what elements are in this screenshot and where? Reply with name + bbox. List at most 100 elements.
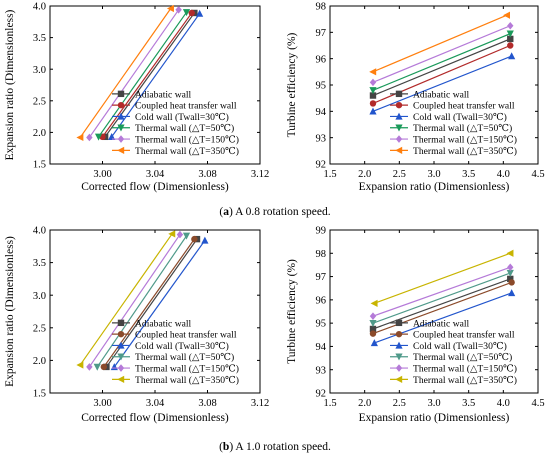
- data-point: [369, 78, 377, 87]
- x-tick-label: 3.00: [93, 398, 111, 409]
- legend-marker: [117, 375, 125, 383]
- series-4: [86, 230, 184, 371]
- series-line: [372, 272, 511, 324]
- series-4: [369, 263, 514, 320]
- series-5: [76, 4, 174, 142]
- data-point: [370, 339, 378, 347]
- legend-entry: Coupled heat transfer wall: [390, 101, 515, 112]
- legend-marker: [395, 353, 403, 361]
- y-tick-label: 98: [316, 249, 327, 260]
- x-tick-label: 2.5: [393, 398, 406, 409]
- data-point: [168, 230, 176, 238]
- y-axis-label: Turbine efficiency (%): [286, 32, 298, 137]
- x-tick-label: 3.0: [427, 398, 440, 409]
- x-tick-label: 4.0: [497, 169, 510, 180]
- legend-marker: [117, 353, 125, 361]
- legend-label: Adiabatic wall: [413, 318, 470, 329]
- data-point: [182, 232, 191, 240]
- series-line: [79, 8, 172, 138]
- legend-label: Thermal wall (△T=50℃): [135, 352, 234, 363]
- legend-marker: [117, 146, 125, 154]
- data-point: [369, 319, 377, 327]
- y-tick-label: 93: [316, 133, 327, 144]
- x-tick-label: 3.0: [427, 169, 440, 180]
- data-point: [93, 363, 101, 371]
- legend-entry: Thermal wall (△T=150℃): [390, 363, 517, 374]
- y-tick-label: 2.0: [33, 128, 46, 139]
- data-point: [100, 363, 108, 371]
- series-line: [374, 252, 511, 304]
- series-0: [369, 35, 514, 99]
- series-2: [369, 52, 516, 115]
- y-axis-label: Expansion ratio (Dimensionless): [4, 9, 16, 160]
- legend-marker: [117, 90, 125, 98]
- data-point: [508, 279, 515, 286]
- legend-entry: Thermal wall (△T=150℃): [390, 134, 517, 145]
- legend-entry: Coupled heat transfer wall: [112, 101, 237, 112]
- legend-label: Thermal wall (△T=350℃): [413, 375, 517, 386]
- x-tick-label: 1.5: [323, 169, 336, 180]
- chart-efficiency-vs-expansion-1p0: 1.5 2.0 2.5 3.0 3.5 4.0 4.5 92 93 94 95 96 97 98 99 Exp…: [286, 226, 545, 424]
- y-tick-label: 94: [316, 342, 327, 353]
- legend-label: Thermal wall (△T=150℃): [135, 134, 239, 145]
- y-axis-label: Turbine efficiency (%): [286, 259, 298, 364]
- data-point: [507, 275, 514, 283]
- x-tick-label: 3.12: [251, 398, 269, 409]
- data-point: [166, 4, 174, 13]
- legend-entry: Thermal wall (△T=350℃): [390, 146, 517, 157]
- data-point: [369, 87, 377, 95]
- x-tick-label: 3.08: [198, 169, 216, 180]
- data-point: [182, 9, 191, 17]
- legend-entry: Cold wall (Twall=30℃): [390, 341, 507, 352]
- data-point: [86, 363, 93, 371]
- legend-label: Thermal wall (△T=50℃): [413, 123, 512, 134]
- legend-marker: [395, 341, 403, 349]
- series-5: [76, 230, 176, 369]
- y-tick-label: 95: [316, 81, 327, 92]
- y-tick-label: 3.0: [33, 291, 46, 302]
- caption-a-text: ) A 0.8 rotation speed.: [229, 206, 331, 218]
- legend-marker: [395, 112, 403, 120]
- series-4: [86, 5, 182, 142]
- legend-label: Coupled heat transfer wall: [135, 101, 237, 112]
- data-point: [191, 235, 198, 243]
- data-point: [507, 42, 514, 49]
- legend-marker: [117, 112, 125, 120]
- data-point: [76, 361, 84, 369]
- x-axis-label: Expansion ratio (Dimensionless): [359, 412, 510, 424]
- caption-a: (a) A 0.8 rotation speed.: [0, 205, 550, 219]
- data-point: [369, 312, 377, 320]
- series-line: [372, 266, 511, 317]
- series-line: [372, 55, 512, 112]
- data-point: [201, 236, 209, 244]
- legend-entry: Adiabatic wall: [390, 318, 470, 329]
- legend-entry: Thermal wall (△T=150℃): [112, 363, 239, 374]
- chart-expansion-vs-flow-0p8: 3.00 3.04 3.08 3.12 1.5 2.0 2.5 3.0 3.5 4.0 Correc…: [4, 2, 269, 193]
- data-point: [176, 230, 184, 239]
- caption-b: (b) A 1.0 rotation speed.: [0, 440, 550, 454]
- legend-label: Thermal wall (△T=150℃): [413, 363, 517, 374]
- y-tick-label: 97: [316, 272, 327, 283]
- data-point: [507, 21, 514, 30]
- legend-label: Adiabatic wall: [135, 318, 192, 329]
- legend-label: Thermal wall (△T=150℃): [135, 363, 239, 374]
- legend-entry: Thermal wall (△T=50℃): [112, 352, 234, 363]
- legend-label: Coupled heat transfer wall: [135, 330, 237, 341]
- legend-marker: [395, 319, 403, 327]
- legend-marker: [395, 90, 403, 98]
- data-point: [196, 9, 204, 17]
- legend-label: Coupled heat transfer wall: [413, 101, 515, 112]
- legend-marker: [117, 124, 125, 132]
- y-tick-label: 2.0: [33, 356, 46, 367]
- data-point: [506, 249, 514, 257]
- y-tick-label: 95: [316, 319, 327, 330]
- legend-label: Adiabatic wall: [413, 89, 470, 100]
- x-tick-label: 1.5: [323, 398, 336, 409]
- data-point: [369, 330, 377, 337]
- legend-marker: [395, 124, 403, 132]
- legend-entry: Cold wall (Twall=30℃): [112, 112, 229, 123]
- legend-entry: Cold wall (Twall=30℃): [112, 341, 229, 352]
- legend-label: Adiabatic wall: [135, 89, 192, 100]
- x-tick-label: 3.04: [146, 398, 165, 409]
- data-point: [370, 299, 378, 307]
